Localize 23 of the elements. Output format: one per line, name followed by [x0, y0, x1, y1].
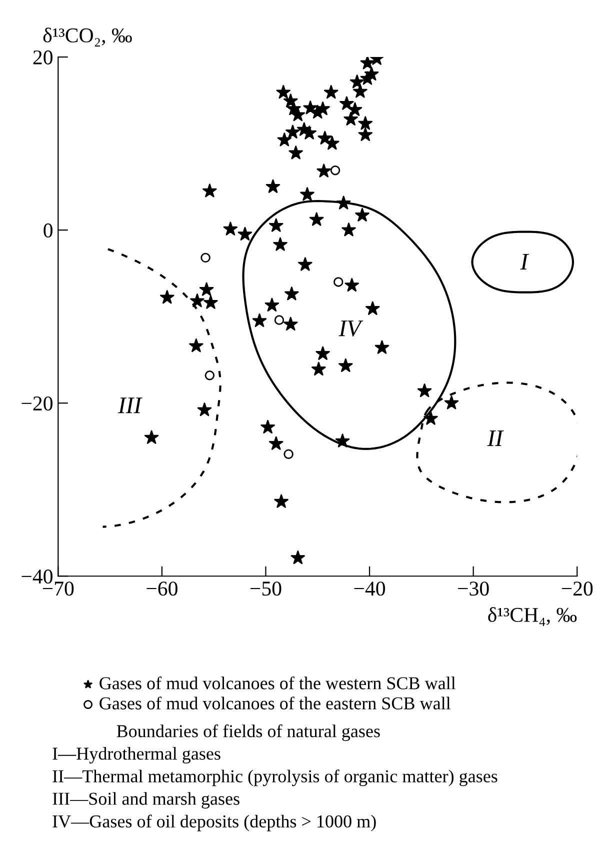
text: IV—Gases of oil deposits (depths > 1000 m)	[52, 814, 376, 832]
y-tick-label: −40	[22, 570, 52, 584]
y-tick-label: −20	[22, 396, 52, 411]
x-axis-title: δ¹³CH₄, ‰	[488, 607, 577, 626]
x-tick-label: −70	[42, 582, 74, 596]
legend-label: Gases of mud volcanoes of the western SCB wall	[100, 676, 456, 690]
annotation: IV	[338, 320, 364, 336]
legend-label: Gases of mud volcanoes of the eastern SCB wall	[100, 696, 451, 710]
x-tick-label: −50	[250, 582, 282, 596]
text: III—Soil and marsh gases	[52, 792, 240, 809]
annotation: I	[520, 254, 530, 270]
y-tick-label: 0	[44, 223, 52, 238]
x-tick-label: −40	[354, 582, 386, 596]
annotation: III	[118, 398, 142, 414]
x-tick-label: −20	[562, 582, 593, 596]
x-tick-label: −30	[458, 582, 489, 596]
y-tick-label: 20	[33, 50, 52, 64]
annotation: II	[487, 430, 504, 446]
x-tick-label: −60	[146, 582, 178, 596]
text: Boundaries of fields of natural gases	[116, 724, 380, 742]
text: I—Hydrothermal gases	[52, 747, 220, 764]
text: II—Thermal metamorphic (pyrolysis of organic matter) gases	[52, 770, 498, 786]
y-axis-title: δ¹³CO₂, ‰	[43, 28, 132, 46]
